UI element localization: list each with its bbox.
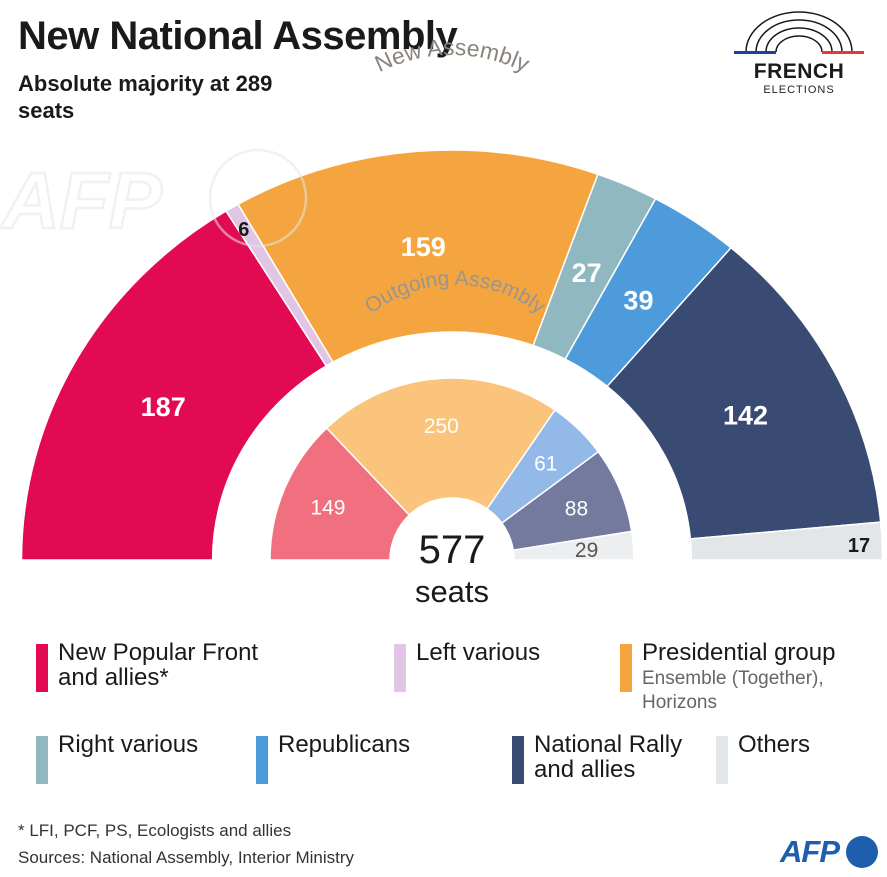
new-assembly-label: New Assembly bbox=[371, 34, 534, 77]
outer-value-label-national-rally-and-allies: 142 bbox=[723, 401, 768, 431]
total-seats-value: 577 bbox=[419, 528, 486, 572]
outer-value-label-right-various: 27 bbox=[572, 258, 602, 288]
inner-value-labels: 149 250 61 88 29 bbox=[310, 415, 598, 562]
total-seats-unit: seats bbox=[415, 574, 489, 609]
legend-label: National Rally and allies bbox=[534, 731, 683, 783]
outer-segment-others bbox=[689, 521, 884, 561]
legend-swatch bbox=[512, 736, 524, 784]
assembly-arc-logo-icon bbox=[734, 11, 864, 54]
inner-value-label-new-popular-front-and-allies: 149 bbox=[310, 496, 345, 519]
outer-value-labels: 187 6 159 27 39 142 17 bbox=[141, 219, 870, 557]
outer-value-label-presidential-group: 159 bbox=[401, 232, 446, 262]
inner-segment-presidential-group bbox=[325, 377, 557, 517]
inner-value-label-national-rally-and-allies: 88 bbox=[565, 497, 588, 520]
outer-segment-national-rally-and-allies bbox=[606, 246, 882, 540]
outer-value-label-republicans: 39 bbox=[623, 286, 653, 316]
outer-ring bbox=[20, 149, 884, 561]
sources: Sources: National Assembly, Interior Min… bbox=[18, 848, 355, 867]
legend-swatch bbox=[394, 644, 406, 692]
flag-red-bar bbox=[822, 51, 864, 54]
french-elections-logo: FRENCH ELECTIONS bbox=[734, 6, 864, 98]
afp-watermark: AFP bbox=[0, 148, 308, 248]
afp-logo: AFP bbox=[780, 834, 880, 870]
inner-value-label-presidential-group: 250 bbox=[424, 415, 459, 438]
legend-swatch bbox=[716, 736, 728, 784]
legend-label: Right various bbox=[58, 731, 199, 758]
outer-value-label-others: 17 bbox=[848, 535, 870, 557]
chart-subtitle: Absolute majority at 289 seats bbox=[18, 71, 273, 123]
outer-segment-new-popular-front-and-allies bbox=[20, 210, 328, 561]
legend-swatch bbox=[36, 644, 48, 692]
assembly-chart: 187 6 159 27 39 142 17 149 250 61 88 29 New Assemb… bbox=[0, 34, 884, 609]
legend-swatch bbox=[256, 736, 268, 784]
inner-segment-new-popular-front-and-allies bbox=[269, 426, 411, 561]
watermark-text: AFP bbox=[0, 156, 163, 245]
inner-value-label-republicans: 61 bbox=[534, 452, 557, 475]
flag-blue-bar bbox=[734, 51, 776, 54]
outer-value-label-new-popular-front-and-allies: 187 bbox=[141, 392, 186, 422]
afp-logo-text: AFP bbox=[780, 834, 840, 869]
legend-swatch bbox=[620, 644, 632, 692]
legend-label: Republicans bbox=[278, 731, 411, 758]
legend-label: New Popular Front and allies* bbox=[58, 639, 259, 691]
outer-segment-presidential-group bbox=[237, 149, 599, 364]
inner-segment-others bbox=[512, 530, 635, 561]
legend-label: Left various bbox=[416, 639, 541, 666]
outer-value-label-left-various: 6 bbox=[238, 219, 249, 241]
legend-label: Others bbox=[738, 731, 811, 758]
logo-word: FRENCH bbox=[753, 60, 845, 83]
chart-title: New National Assembly bbox=[18, 14, 458, 58]
inner-ring bbox=[269, 377, 635, 561]
legend-swatch bbox=[36, 736, 48, 784]
logo-subword: ELECTIONS bbox=[763, 84, 835, 96]
watermark-circle bbox=[208, 148, 308, 248]
legend-label: Presidential group bbox=[642, 639, 836, 666]
footnote: * LFI, PCF, PS, Ecologists and allies bbox=[18, 821, 292, 840]
legend-sublabel: Ensemble (Together), Horizons bbox=[642, 668, 824, 713]
afp-logo-dot bbox=[846, 836, 878, 868]
inner-value-label-others: 29 bbox=[575, 539, 598, 562]
